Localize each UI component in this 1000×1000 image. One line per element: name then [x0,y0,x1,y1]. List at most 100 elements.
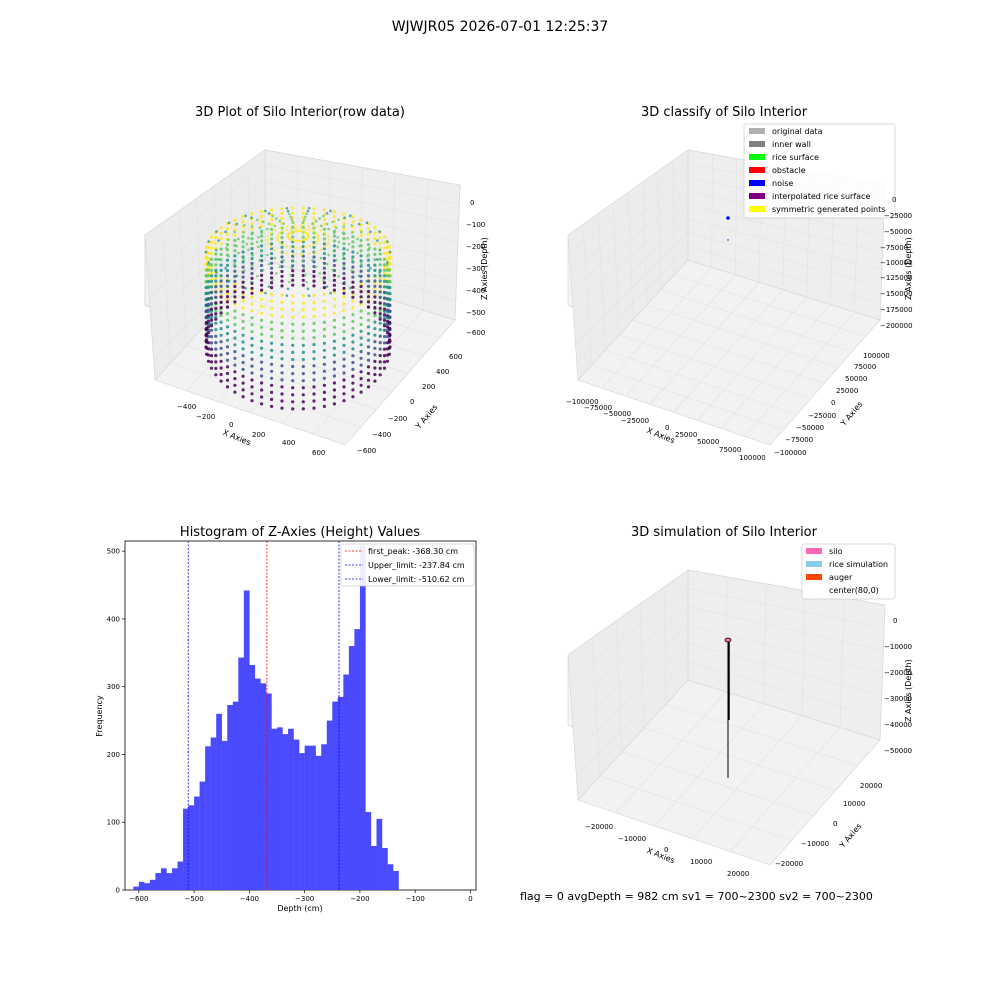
raw-point [382,341,387,345]
simulation-x-ticks: −20000 −10000 0 10000 20000 [585,823,749,878]
raw-point [260,395,264,399]
grid-line [621,751,813,816]
raw-point [378,312,382,316]
raw-point [373,359,377,363]
raw-point [214,285,218,289]
raw-point [301,322,305,326]
raw-point [267,285,271,288]
raw-point [275,217,278,220]
raw-point [241,265,245,269]
raw-point [359,233,363,237]
raw-point [247,248,250,252]
raw-point [322,256,326,260]
histogram-bar [293,739,300,890]
raw-point [301,206,305,210]
simulation-y-ticks: −20000 −10000 0 10000 20000 [775,782,882,868]
raw-point [299,227,302,230]
raw-ztick-2: −200 [466,243,485,251]
raw-point [303,245,307,249]
raw-point [237,251,240,255]
raw-point [275,272,278,275]
raw-point [209,274,214,278]
raw-point [312,269,316,274]
raw-point [250,302,254,306]
simulation-ztick-0: 0 [893,617,897,625]
raw-point [233,238,237,243]
raw-point [314,219,318,223]
histogram-bar [265,693,272,890]
histogram-bar [321,744,327,890]
raw-point [378,271,381,274]
raw-point [241,280,245,284]
raw-point [207,261,210,264]
raw-point [241,333,245,337]
legend-label-obstacle: obstacle [772,166,806,175]
raw-point [378,321,382,325]
raw-point [301,407,305,411]
raw-point [322,208,326,212]
raw-point [273,229,277,232]
raw-point [326,242,330,245]
grid-line [146,165,266,256]
simulation-xtick-2: 0 [664,846,668,854]
raw-point [270,355,274,359]
grid-line [619,334,810,399]
raw-point [289,215,292,219]
raw-point [366,243,371,247]
raw-point [332,273,336,277]
raw-point [214,252,218,256]
raw-point [250,264,254,267]
raw-point [280,343,284,347]
raw-point [366,332,371,336]
raw-point [271,278,274,282]
raw-point [260,224,264,228]
legend-swatch-inner-wall [749,141,765,147]
raw-point [233,233,237,237]
raw-point [209,290,214,295]
raw-point [322,397,326,401]
raw-point [368,246,371,250]
grid-line [582,224,593,366]
histogram-bar [205,746,211,890]
raw-point [332,318,336,322]
histogram-ytick-label: 300 [107,683,120,691]
raw-point [332,283,336,287]
raw-point [322,261,326,265]
raw-point [322,227,326,231]
grid-line [599,775,791,841]
histogram-bar [188,805,195,890]
raw-point [215,271,218,274]
raw-point [288,212,291,216]
raw-point [214,373,218,377]
raw-point [311,222,314,225]
raw-point [280,357,284,361]
raw-point [359,238,363,243]
raw-point [373,247,377,251]
raw-point [280,385,284,389]
raw-point [373,279,377,283]
raw-point [289,245,293,249]
raw-point [219,290,223,294]
raw-point [322,320,326,324]
raw-point [290,230,294,234]
raw-point [270,208,274,212]
raw-point [312,357,316,361]
legend-label-lower-limit: Lower_limit: -510.62 cm [368,575,465,584]
classify-ytick-6: 50000 [845,375,867,383]
raw-point [227,279,231,283]
grid-line [605,349,796,415]
raw-point [219,353,223,357]
raw-point [285,294,289,298]
raw-point [387,268,391,272]
raw-point [351,235,355,239]
raw-point [331,268,335,272]
raw-point [219,236,223,241]
raw-point [378,248,382,252]
simulation-3d-grid [569,576,883,853]
simulation-ytick-3: 10000 [843,800,865,808]
raw-point [244,286,247,290]
raw-point [291,372,295,376]
raw-point [351,299,355,303]
raw-point [214,312,218,316]
raw-point [373,263,377,267]
